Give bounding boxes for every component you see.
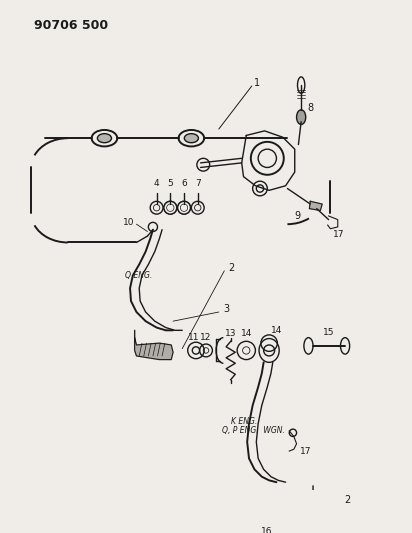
Text: 2: 2 — [228, 263, 234, 273]
Ellipse shape — [164, 201, 177, 214]
Polygon shape — [309, 201, 322, 211]
Text: 17: 17 — [300, 447, 312, 456]
Ellipse shape — [178, 201, 190, 214]
Text: 15: 15 — [323, 328, 335, 337]
Polygon shape — [245, 495, 288, 521]
Text: 10: 10 — [123, 218, 135, 227]
Text: 17: 17 — [333, 230, 345, 239]
Text: Q ENG.: Q ENG. — [126, 271, 153, 280]
Polygon shape — [313, 486, 342, 506]
Ellipse shape — [259, 338, 279, 362]
Text: 13: 13 — [225, 329, 236, 338]
Text: 90706 500: 90706 500 — [34, 19, 108, 32]
Text: 16: 16 — [261, 527, 272, 533]
Ellipse shape — [178, 130, 204, 147]
Ellipse shape — [304, 337, 313, 354]
Ellipse shape — [91, 130, 117, 147]
Ellipse shape — [97, 134, 112, 143]
Text: 9: 9 — [295, 211, 301, 221]
Text: 1: 1 — [253, 78, 260, 88]
Text: 12: 12 — [200, 333, 212, 342]
Text: 14: 14 — [241, 329, 252, 338]
Text: 2: 2 — [344, 495, 350, 505]
Polygon shape — [135, 330, 173, 360]
Text: 3: 3 — [223, 304, 229, 314]
Text: 7: 7 — [195, 179, 201, 188]
Text: 14: 14 — [271, 326, 282, 335]
Ellipse shape — [340, 337, 350, 354]
Text: 6: 6 — [181, 179, 187, 188]
Text: 5: 5 — [167, 179, 173, 188]
Text: K ENG.: K ENG. — [231, 417, 257, 426]
Text: 8: 8 — [307, 103, 314, 113]
Text: Q, P ENG.  WGN.: Q, P ENG. WGN. — [222, 426, 284, 435]
Text: 4: 4 — [154, 179, 159, 188]
Ellipse shape — [184, 134, 199, 143]
Ellipse shape — [297, 110, 306, 125]
Text: 11: 11 — [188, 333, 200, 342]
Ellipse shape — [297, 77, 305, 93]
